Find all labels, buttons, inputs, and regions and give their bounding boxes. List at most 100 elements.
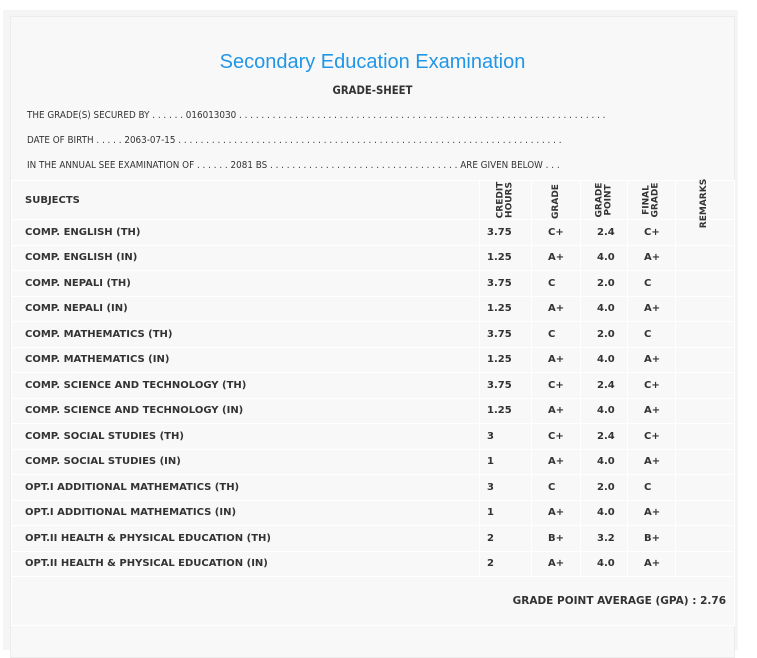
remarks-cell xyxy=(675,321,735,348)
remarks-cell xyxy=(675,270,735,297)
table-row: OPT.II HEALTH & PHYSICAL EDUCATION (TH) 2… xyxy=(11,525,735,552)
grade-point-cell: 2.0 xyxy=(580,270,628,297)
grade-point-cell: 2.4 xyxy=(580,423,628,450)
grade-cell: A+ xyxy=(531,499,581,526)
remarks-cell xyxy=(675,550,735,577)
table-row: COMP. SCIENCE AND TECHNOLOGY (IN) 1.25 A+ 4… xyxy=(11,397,735,424)
credit-hours-cell: 1.25 xyxy=(479,244,532,271)
grade-cell: A+ xyxy=(531,295,581,322)
final-grade-cell: A+ xyxy=(627,244,676,271)
final-grade-cell: C+ xyxy=(627,372,676,399)
grade-point-cell: 4.0 xyxy=(580,295,628,322)
grade-cell: A+ xyxy=(531,244,581,271)
grade-sheet-panel: Secondary Education Examination GRADE-SH… xyxy=(3,10,738,658)
grade-cell: A+ xyxy=(531,448,581,475)
credit-hours-cell: 1 xyxy=(479,448,532,475)
header-grade: GRADE xyxy=(531,180,581,220)
subject-cell: OPT.II HEALTH & PHYSICAL EDUCATION (TH) xyxy=(11,525,480,552)
grade-cell: C+ xyxy=(531,423,581,450)
remarks-cell xyxy=(675,423,735,450)
subject-cell: COMP. NEPALI (IN) xyxy=(11,295,480,322)
final-grade-cell: A+ xyxy=(627,448,676,475)
table-row: COMP. SOCIAL STUDIES (TH) 3 C+ 2.4 C+ xyxy=(11,423,735,450)
table-row: COMP. ENGLISH (TH) 3.75 C+ 2.4 C+ xyxy=(11,219,735,246)
grade-point-cell: 2.0 xyxy=(580,474,628,501)
grade-point-cell: 4.0 xyxy=(580,550,628,577)
final-grade-cell: B+ xyxy=(627,525,676,552)
grade-point-cell: 2.4 xyxy=(580,219,628,246)
page-title: Secondary Education Examination xyxy=(219,51,526,73)
credit-hours-cell: 1.25 xyxy=(479,397,532,424)
subject-cell: OPT.II HEALTH & PHYSICAL EDUCATION (IN) xyxy=(11,550,480,577)
credit-hours-cell: 3.75 xyxy=(479,219,532,246)
remarks-cell xyxy=(675,372,735,399)
grade-point-cell: 4.0 xyxy=(580,448,628,475)
table-row: COMP. MATHEMATICS (TH) 3.75 C 2.0 C xyxy=(11,321,735,348)
remarks-cell xyxy=(675,397,735,424)
credit-hours-cell: 3 xyxy=(479,423,532,450)
gpa-row: GRADE POINT AVERAGE (GPA) : 2.76 xyxy=(11,576,735,626)
remarks-cell xyxy=(675,244,735,271)
grade-point-cell: 4.0 xyxy=(580,499,628,526)
grade-point-cell: 3.2 xyxy=(580,525,628,552)
final-grade-cell: A+ xyxy=(627,295,676,322)
table-row: COMP. NEPALI (IN) 1.25 A+ 4.0 A+ xyxy=(11,295,735,322)
credit-hours-cell: 1.25 xyxy=(479,346,532,373)
subject-cell: COMP. MATHEMATICS (TH) xyxy=(11,321,480,348)
final-grade-cell: C+ xyxy=(627,423,676,450)
grade-sheet: Secondary Education Examination GRADE-SH… xyxy=(10,16,735,658)
subject-cell: COMP. SCIENCE AND TECHNOLOGY (TH) xyxy=(11,372,480,399)
credit-hours-cell: 3 xyxy=(479,474,532,501)
table-row: OPT.I ADDITIONAL MATHEMATICS (IN) 1 A+ 4.0 A… xyxy=(11,499,735,526)
remarks-cell xyxy=(675,499,735,526)
final-grade-cell: A+ xyxy=(627,550,676,577)
credit-hours-cell: 2 xyxy=(479,550,532,577)
final-grade-cell: A+ xyxy=(627,346,676,373)
subject-cell: COMP. NEPALI (TH) xyxy=(11,270,480,297)
grade-cell: C+ xyxy=(531,372,581,399)
credit-hours-cell: 1 xyxy=(479,499,532,526)
header-remarks: REMARKS xyxy=(675,179,735,228)
header-grade-point: GRADE POINT xyxy=(580,180,628,220)
grades-table: SUBJECTS CREDIT HOURS GRADE GRADE POINT FI… xyxy=(11,179,735,626)
remarks-cell xyxy=(675,474,735,501)
subject-cell: OPT.I ADDITIONAL MATHEMATICS (TH) xyxy=(11,474,480,501)
grade-cell: C xyxy=(531,474,581,501)
credit-hours-cell: 3.75 xyxy=(479,321,532,348)
gpa-value: GRADE POINT AVERAGE (GPA) : 2.76 xyxy=(11,576,735,626)
final-grade-cell: C+ xyxy=(627,219,676,246)
grade-point-cell: 4.0 xyxy=(580,244,628,271)
table-row: OPT.II HEALTH & PHYSICAL EDUCATION (IN) 2… xyxy=(11,550,735,577)
subject-cell: COMP. ENGLISH (TH) xyxy=(11,219,480,246)
remarks-cell xyxy=(675,448,735,475)
table-row: COMP. ENGLISH (IN) 1.25 A+ 4.0 A+ xyxy=(11,244,735,271)
final-grade-cell: C xyxy=(627,270,676,297)
table-row: COMP. SOCIAL STUDIES (IN) 1 A+ 4.0 A+ xyxy=(11,448,735,475)
final-grade-cell: A+ xyxy=(627,397,676,424)
grade-point-cell: 2.0 xyxy=(580,321,628,348)
grade-cell: A+ xyxy=(531,550,581,577)
page-subtitle: GRADE-SHEET xyxy=(332,83,413,97)
subject-cell: COMP. SCIENCE AND TECHNOLOGY (IN) xyxy=(11,397,480,424)
credit-hours-cell: 1.25 xyxy=(479,295,532,322)
table-header: SUBJECTS CREDIT HOURS GRADE GRADE POINT FI… xyxy=(11,179,735,228)
grade-point-cell: 4.0 xyxy=(580,397,628,424)
grade-cell: A+ xyxy=(531,346,581,373)
subject-cell: COMP. SOCIAL STUDIES (TH) xyxy=(11,423,480,450)
table-row: COMP. MATHEMATICS (IN) 1.25 A+ 4.0 A+ xyxy=(11,346,735,373)
student-symbol-line: THE GRADE(S) SECURED BY . . . . . . 0160… xyxy=(27,110,606,121)
final-grade-cell: C xyxy=(627,321,676,348)
grade-cell: B+ xyxy=(531,525,581,552)
grade-point-cell: 4.0 xyxy=(580,346,628,373)
header-credit-hours: CREDIT HOURS xyxy=(479,180,532,220)
header-subjects: SUBJECTS xyxy=(11,180,480,220)
header-final-grade: FINAL GRADE xyxy=(627,180,676,220)
credit-hours-cell: 3.75 xyxy=(479,372,532,399)
remarks-cell xyxy=(675,525,735,552)
final-grade-cell: A+ xyxy=(627,499,676,526)
final-grade-cell: C xyxy=(627,474,676,501)
grade-cell: A+ xyxy=(531,397,581,424)
table-row: COMP. NEPALI (TH) 3.75 C 2.0 C xyxy=(11,270,735,297)
table-row: OPT.I ADDITIONAL MATHEMATICS (TH) 3 C 2.0 C xyxy=(11,474,735,501)
examination-line: IN THE ANNUAL SEE EXAMINATION OF . . . .… xyxy=(27,160,560,171)
